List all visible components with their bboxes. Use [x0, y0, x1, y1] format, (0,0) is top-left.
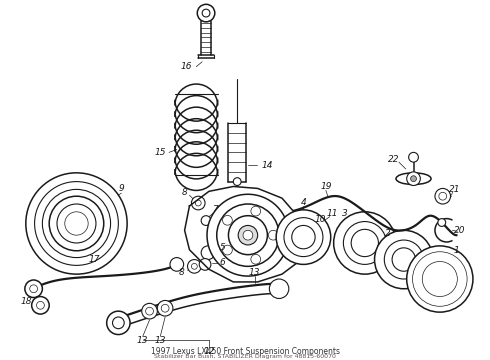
Circle shape: [192, 264, 197, 269]
Circle shape: [284, 218, 323, 257]
Circle shape: [26, 173, 127, 274]
Circle shape: [351, 229, 378, 257]
Circle shape: [201, 216, 211, 225]
Text: Stabilizer Bar Bush, STABILIZER Diagram for 48815-60070: Stabilizer Bar Bush, STABILIZER Diagram …: [154, 354, 336, 359]
Text: 18: 18: [20, 297, 31, 306]
Circle shape: [269, 230, 278, 240]
Text: 8: 8: [179, 268, 185, 277]
Text: 13: 13: [154, 336, 166, 345]
Circle shape: [435, 188, 450, 204]
Circle shape: [418, 258, 461, 301]
Circle shape: [392, 248, 416, 271]
Circle shape: [207, 194, 289, 276]
Circle shape: [422, 261, 457, 297]
Circle shape: [292, 225, 315, 249]
Circle shape: [384, 240, 423, 279]
Circle shape: [170, 258, 184, 271]
Circle shape: [113, 317, 124, 329]
Circle shape: [35, 181, 119, 265]
Circle shape: [49, 196, 104, 251]
Circle shape: [107, 311, 130, 334]
Text: 15: 15: [154, 148, 166, 157]
Circle shape: [407, 246, 473, 312]
Circle shape: [222, 245, 232, 255]
Text: 6: 6: [220, 258, 225, 267]
Circle shape: [161, 304, 169, 312]
Circle shape: [439, 192, 447, 200]
Text: 13: 13: [137, 336, 148, 345]
Text: 16: 16: [181, 62, 192, 71]
Circle shape: [192, 196, 205, 210]
Circle shape: [251, 255, 261, 264]
Text: 3: 3: [343, 209, 348, 218]
Circle shape: [25, 280, 42, 297]
Circle shape: [196, 200, 201, 206]
Circle shape: [188, 260, 201, 273]
Circle shape: [407, 172, 420, 185]
Circle shape: [413, 252, 467, 306]
Text: 13: 13: [249, 268, 261, 277]
Circle shape: [202, 9, 210, 17]
Text: 14: 14: [262, 161, 273, 170]
Circle shape: [42, 189, 111, 258]
Text: 7: 7: [212, 205, 218, 214]
Circle shape: [201, 246, 215, 260]
Circle shape: [270, 279, 289, 298]
Circle shape: [142, 303, 157, 319]
Circle shape: [157, 301, 173, 316]
Text: 9: 9: [119, 184, 124, 193]
Text: 17: 17: [88, 255, 100, 264]
Circle shape: [334, 212, 396, 274]
Circle shape: [30, 285, 38, 293]
Circle shape: [411, 176, 416, 181]
Circle shape: [251, 206, 261, 216]
Circle shape: [37, 301, 44, 309]
Circle shape: [374, 230, 433, 289]
Circle shape: [146, 307, 153, 315]
Circle shape: [197, 4, 215, 22]
Text: 1: 1: [454, 246, 459, 255]
Circle shape: [228, 216, 268, 255]
Text: 11: 11: [327, 209, 339, 218]
Text: 4: 4: [300, 198, 306, 207]
Circle shape: [32, 297, 49, 314]
Circle shape: [276, 210, 331, 264]
Circle shape: [233, 178, 241, 185]
Text: 2: 2: [385, 229, 391, 238]
Circle shape: [222, 215, 232, 225]
Circle shape: [343, 221, 386, 264]
Circle shape: [65, 212, 88, 235]
Text: 21: 21: [449, 185, 460, 194]
Circle shape: [57, 204, 96, 243]
Text: 19: 19: [320, 182, 332, 191]
Text: 1997 Lexus LX450 Front Suspension Components: 1997 Lexus LX450 Front Suspension Compon…: [150, 347, 340, 356]
Circle shape: [409, 152, 418, 162]
Text: 5: 5: [220, 243, 225, 252]
Text: 20: 20: [454, 226, 465, 235]
Circle shape: [238, 225, 258, 245]
Text: 10: 10: [314, 215, 326, 224]
Ellipse shape: [396, 173, 431, 185]
Circle shape: [243, 230, 253, 240]
Circle shape: [217, 204, 279, 266]
Circle shape: [432, 271, 448, 287]
Text: 22: 22: [388, 155, 400, 164]
Circle shape: [426, 265, 453, 293]
Text: 8: 8: [182, 188, 188, 197]
Circle shape: [199, 258, 211, 270]
Circle shape: [438, 219, 446, 226]
Text: 12: 12: [203, 347, 215, 356]
